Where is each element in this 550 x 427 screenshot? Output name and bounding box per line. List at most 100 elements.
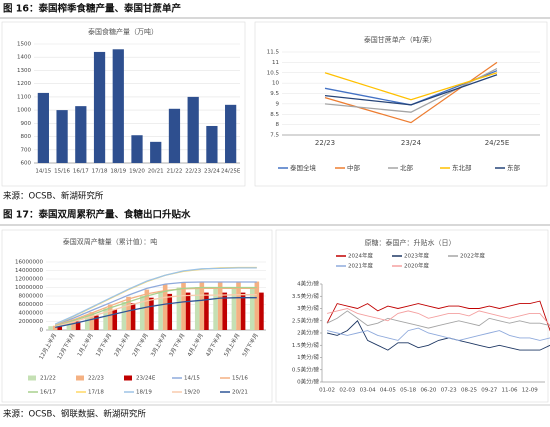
chart-title: 原糖：泰国产：升贴水（日）	[365, 238, 456, 247]
y-tick-label: 4000000	[19, 311, 44, 317]
bar	[187, 96, 199, 163]
y-tick-label: 11	[272, 60, 279, 66]
legend-label: 22/23	[88, 376, 104, 382]
bar	[194, 287, 200, 330]
bar	[112, 309, 118, 330]
x-tick-label: 16/17	[73, 169, 89, 175]
figure-title: 图 16：泰国榨季食糖产量、泰国甘蔗单产	[3, 3, 182, 15]
line	[54, 267, 257, 325]
line	[324, 61, 498, 124]
x-tick-label: 06-20	[420, 388, 436, 394]
bar	[57, 326, 63, 330]
legend-swatch	[124, 375, 132, 381]
chart-title: 泰国甘蔗单产（吨/莱）	[364, 35, 436, 44]
bar	[107, 304, 113, 330]
bar	[213, 287, 218, 330]
y-tick-label: 1400	[17, 55, 31, 61]
y-tick-label: 14000000	[15, 268, 43, 274]
bar	[94, 315, 99, 330]
x-tick-label: 4月下半月	[204, 332, 224, 358]
x-tick-label: 03-04	[360, 388, 376, 394]
y-tick-label: 6000000	[19, 302, 44, 308]
legend-label: 2022年度	[460, 252, 485, 260]
bar	[126, 296, 131, 330]
bar	[121, 301, 127, 330]
x-tick-label: 14/15	[35, 169, 51, 175]
x-tick-label: 2月上半月	[112, 332, 132, 358]
x-tick-label: 22/23	[315, 139, 335, 147]
y-tick-label: 10	[272, 81, 279, 87]
y-tick-label: 1.5美分/磅	[292, 341, 320, 349]
bar	[71, 319, 76, 330]
legend-label: 北部	[400, 163, 414, 172]
x-tick-label: 17/18	[92, 169, 108, 175]
bar	[259, 292, 264, 330]
y-tick-label: 9	[276, 101, 280, 107]
y-tick-label: 8000000	[19, 294, 44, 300]
bar	[103, 308, 108, 330]
x-tick-label: 5月下半月	[240, 332, 260, 358]
y-tick-label: 1美分/磅	[297, 353, 319, 361]
y-tick-label: 9.5	[270, 91, 279, 97]
y-tick-label: 2.5美分/磅	[292, 316, 320, 324]
chart-frame	[1, 21, 246, 187]
y-tick-label: 1500	[17, 42, 31, 48]
x-tick-label: 2月下半月	[130, 332, 150, 358]
bar	[130, 303, 136, 330]
bar	[37, 92, 49, 163]
chart-frame	[254, 21, 548, 187]
legend-label: 2020年度	[404, 262, 429, 270]
y-tick-label: 16000000	[15, 260, 43, 266]
bar	[254, 281, 260, 330]
x-tick-label: 23/24	[401, 139, 422, 147]
y-tick-label: 3美分/磅	[297, 304, 319, 312]
source: 来源：OCSB、新湖研究所	[3, 191, 104, 202]
bar	[162, 284, 168, 330]
bar	[225, 104, 237, 163]
x-tick-label: 15/16	[54, 169, 70, 175]
bar	[222, 292, 228, 330]
x-tick-label: 02-03	[339, 388, 355, 394]
bar	[204, 292, 209, 330]
line	[54, 287, 257, 327]
chart-frame	[1, 229, 273, 403]
y-tick-label: 0.5美分/磅	[292, 365, 320, 373]
y-tick-label: 10000000	[15, 285, 43, 291]
y-tick-label: 1200	[17, 81, 31, 87]
y-tick-label: 1300	[17, 68, 31, 74]
y-tick-label: 10.5	[267, 70, 280, 76]
y-tick-label: 11.5	[267, 50, 280, 56]
legend-label: 中部	[347, 163, 361, 172]
bar	[249, 287, 255, 330]
bar	[150, 141, 162, 163]
y-tick-label: 4美分/磅	[297, 280, 319, 288]
bar	[158, 290, 163, 330]
line	[326, 300, 550, 332]
bar	[167, 293, 173, 330]
x-tick-label: 07-23	[441, 388, 457, 394]
bar	[93, 51, 106, 163]
bar	[181, 281, 186, 330]
y-tick-label: 7.5	[270, 133, 279, 139]
bar	[56, 110, 68, 163]
line	[55, 294, 257, 328]
legend-label: 23/24E	[136, 376, 156, 382]
y-tick-label: 700	[21, 147, 32, 153]
bar	[168, 108, 181, 163]
bar	[131, 135, 143, 163]
legend-label: 东北部	[452, 163, 472, 172]
y-tick-label: 12000000	[15, 277, 43, 283]
legend-label: 18/19	[136, 390, 152, 396]
x-tick-label: 12-09	[522, 388, 538, 394]
line	[54, 281, 257, 326]
bar	[231, 287, 237, 330]
x-tick-label: 24/25E	[485, 139, 510, 147]
legend-label: 21/22	[40, 376, 56, 382]
x-tick-label: 12月上半月	[37, 332, 58, 361]
y-tick-label: 800	[21, 134, 32, 140]
line	[55, 297, 257, 329]
chart-frame	[275, 229, 549, 403]
x-tick-label: 11-06	[502, 388, 518, 394]
bar	[84, 314, 90, 330]
